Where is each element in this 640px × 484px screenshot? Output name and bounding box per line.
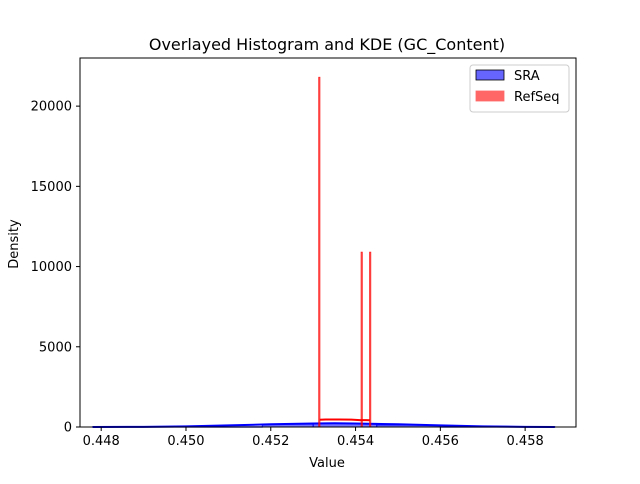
refseq-histogram-bar (369, 251, 372, 428)
x-tick-label: 0.450 (167, 434, 204, 449)
legend-swatch-sra (475, 69, 505, 81)
x-axis-label: Value (309, 456, 345, 471)
x-tick-label: 0.454 (337, 434, 374, 449)
axes: 0.448 0.450 0.452 0.454 0.456 0.458 0 5000 10000… (31, 57, 577, 449)
y-tick-label: 10000 (31, 260, 72, 275)
plot-frame (79, 57, 577, 428)
legend-label-refseq: RefSeq (514, 90, 560, 105)
y-tick-label: 20000 (31, 100, 72, 115)
sra-kde-line (92, 422, 555, 428)
x-tick-label: 0.448 (83, 434, 120, 449)
x-tick-label: 0.452 (252, 434, 289, 449)
y-tick-label: 15000 (31, 180, 72, 195)
legend: SRA RefSeq (469, 64, 570, 113)
x-tick-label: 0.458 (507, 434, 544, 449)
legend-label-sra: SRA (514, 69, 540, 84)
refseq-kde-line (319, 418, 371, 422)
y-tick-label: 0 (64, 421, 72, 436)
chart-title: Overlayed Histogram and KDE (GC_Content) (149, 35, 505, 55)
refseq-histogram-bar (360, 251, 363, 428)
legend-swatch-refseq (475, 90, 505, 102)
y-tick-label: 5000 (39, 340, 72, 355)
x-tick-label: 0.456 (422, 434, 459, 449)
refseq-histogram-bar (318, 76, 321, 428)
plot-area (92, 76, 556, 428)
y-axis-label: Density (7, 219, 22, 269)
